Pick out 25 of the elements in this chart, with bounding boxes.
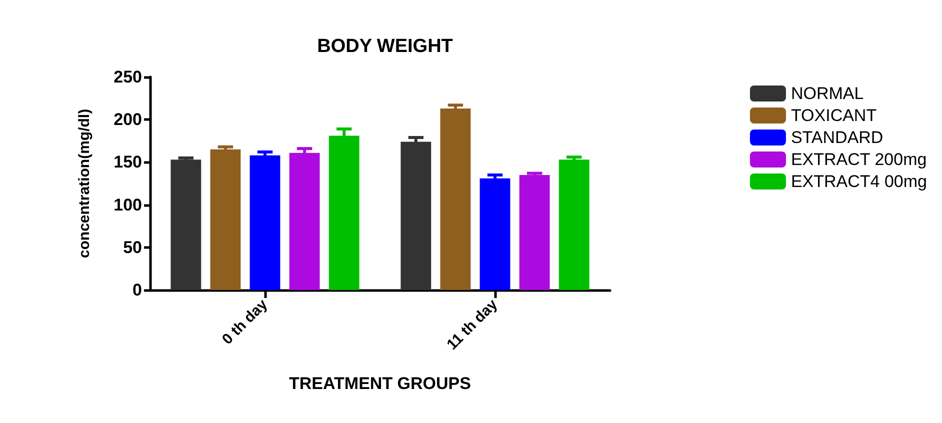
bar [440,108,471,290]
bar [170,160,202,290]
x-tick-label: 11 th day [444,296,502,354]
bar [400,142,432,290]
legend-label: NORMAL [790,84,864,103]
bar [558,160,590,290]
y-tick-label: 250 [114,68,142,86]
bar [519,174,550,290]
y-tick-label: 0 [132,280,142,300]
legend-label: EXTRACT4 00mg [790,172,928,191]
legend-label: TOXICANT [790,106,877,125]
y-axis-title: concentration(mg/dl) [76,108,93,258]
y-tick-label: 50 [123,238,142,257]
bar [480,178,510,290]
x-axis-title: TREATMENT GROUPS [289,374,471,393]
bar [210,149,241,290]
bar [289,152,320,290]
bar [250,155,280,290]
legend-label: EXTRACT 200mg [790,150,927,169]
chart-title: BODY WEIGHT [317,36,454,57]
y-tick-label: 100 [114,195,142,214]
x-tick-label: 0 th day [218,296,272,348]
y-tick-label: 150 [114,152,142,172]
legend-label: STANDARD [790,128,884,147]
y-tick-label: 200 [114,110,142,130]
